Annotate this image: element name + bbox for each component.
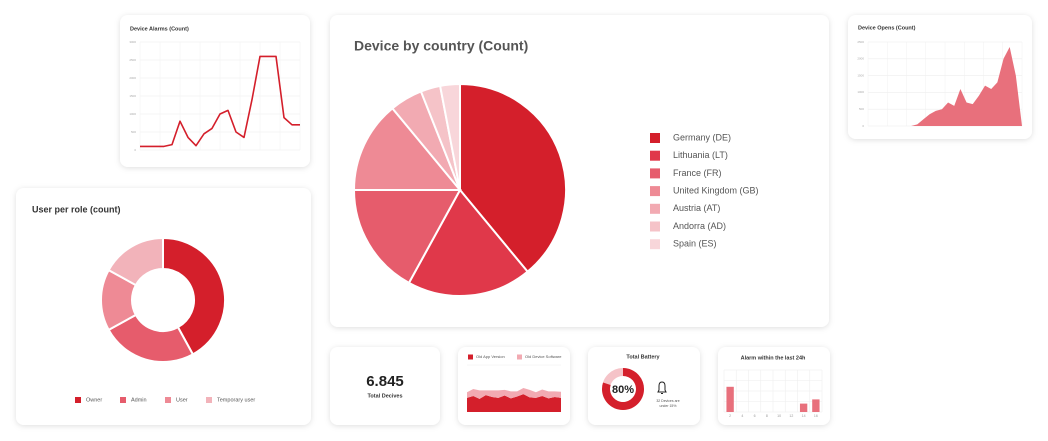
x-tick-label: 16 (814, 414, 818, 418)
pie-slice (107, 236, 164, 287)
y-tick-label: 2500 (129, 58, 136, 62)
y-tick-label: 2500 (857, 40, 864, 44)
card (120, 15, 310, 167)
x-tick-label: 8 (766, 414, 768, 418)
x-tick-label: 4 (741, 414, 743, 418)
legend-label: Old App Version (476, 354, 505, 359)
y-tick-label: 1500 (857, 73, 864, 77)
pie-slice (352, 106, 463, 191)
legend-swatch (468, 354, 473, 360)
x-tick-label: 12 (789, 414, 793, 418)
y-tick-label: 2000 (129, 76, 136, 80)
legend-swatch (120, 397, 126, 403)
legend-label: Admin (131, 397, 147, 403)
area (467, 394, 561, 412)
chart-title: Total Battery (626, 354, 660, 360)
bell-icon (657, 381, 667, 394)
y-tick-label: 1000 (129, 112, 136, 116)
legend-label: User (176, 397, 188, 403)
line (140, 55, 300, 148)
x-tick-label: 14 (802, 414, 806, 418)
kpi-value: 6.845 (366, 373, 404, 390)
chart-title: Device by country (Count) (354, 38, 528, 54)
legend-swatch (650, 168, 660, 179)
bar (812, 399, 820, 412)
legend-swatch (517, 354, 522, 360)
legend-swatch (650, 150, 660, 161)
gauge-value (602, 368, 645, 410)
legend-label: Andorra (AD) (673, 221, 726, 231)
y-tick-label: 500 (131, 130, 136, 134)
y-tick-label: 0 (134, 148, 136, 152)
legend-label: France (FR) (673, 168, 722, 178)
chart-title: Device Opens (Count) (858, 25, 916, 31)
legend-label: Temporary user (217, 397, 255, 403)
y-tick-label: 1000 (857, 90, 864, 94)
pie-slice (438, 82, 461, 191)
legend-label: Spain (ES) (673, 239, 717, 249)
pie-slice (407, 188, 529, 297)
bar (799, 403, 808, 412)
kpi-label: Total Decives (367, 393, 402, 399)
legend-swatch (650, 221, 660, 232)
legend-label: Germany (DE) (673, 132, 731, 142)
chart-title: User per role (count) (32, 204, 121, 214)
legend-swatch (650, 186, 660, 197)
legend-swatch (75, 397, 81, 403)
legend-swatch (650, 133, 660, 143)
note: under 15% (660, 404, 677, 408)
legend-label: Austria (AT) (673, 203, 720, 213)
legend-swatch (206, 397, 212, 403)
chart-title: Device Alarms (Count) (130, 26, 189, 32)
card (330, 347, 440, 425)
y-tick-label: 3000 (129, 40, 136, 44)
y-tick-label: 2000 (857, 57, 864, 61)
pie-slice (352, 189, 462, 285)
y-tick-label: 1500 (129, 94, 136, 98)
pie-slice (162, 236, 226, 356)
card (16, 188, 311, 425)
gauge-label: 80% (612, 384, 634, 396)
legend-swatch (165, 397, 171, 403)
legend-label: United Kingdom (GB) (673, 185, 759, 195)
area (467, 388, 561, 399)
pie-slice (459, 82, 567, 274)
x-tick-label: 2 (729, 414, 731, 418)
y-tick-label: 500 (859, 107, 864, 111)
chart-title: Alarm within the last 24h (741, 355, 806, 361)
x-tick-label: 6 (754, 414, 756, 418)
note: 32 Devices are (656, 399, 679, 403)
area (868, 47, 1022, 126)
bar (726, 386, 734, 412)
x-tick-label: 10 (777, 414, 781, 418)
legend-label: Old Device Software (525, 354, 562, 359)
legend-swatch (650, 203, 660, 214)
y-tick-label: 0 (862, 124, 864, 128)
legend-label: Owner (86, 397, 102, 403)
legend-label: Lithuania (LT) (673, 150, 728, 160)
legend-swatch (650, 239, 660, 250)
